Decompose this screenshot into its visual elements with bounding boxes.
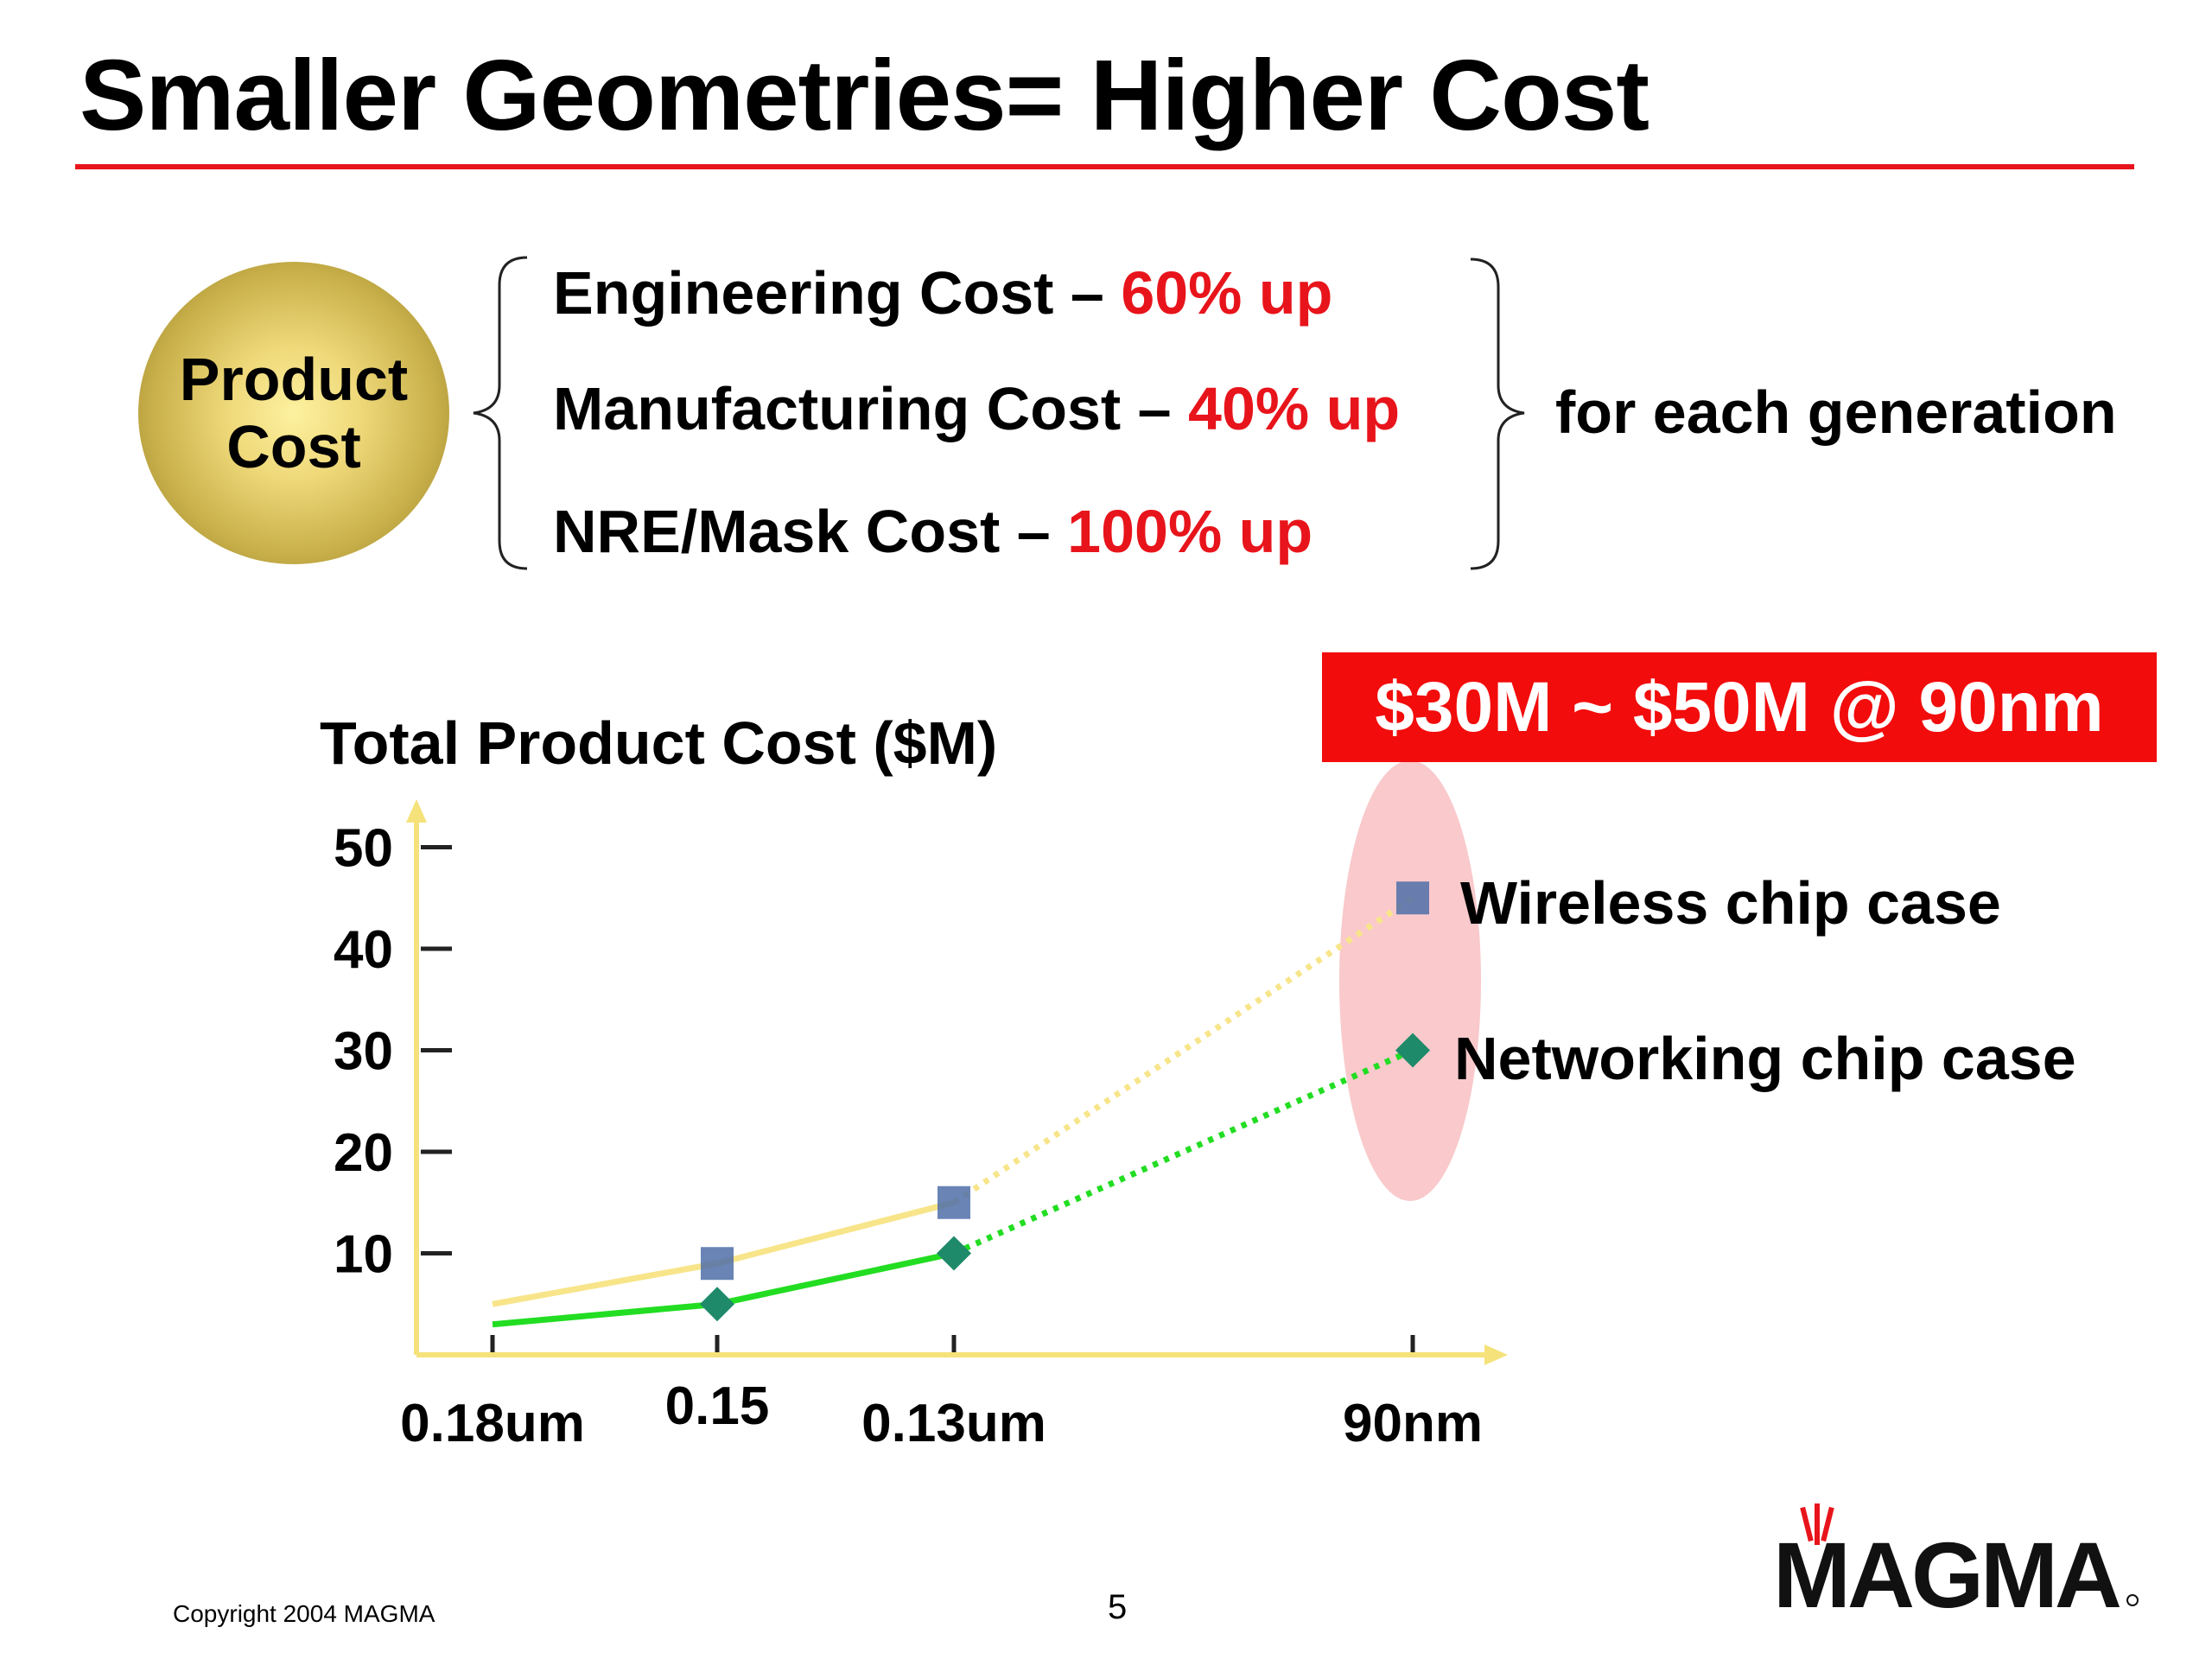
right-brace <box>1470 257 1525 570</box>
y-tick-label: 50 <box>334 819 393 879</box>
wireless-square-marker <box>1396 881 1429 915</box>
highlight-ellipse <box>1339 760 1481 1201</box>
svg-text:MAGMA: MAGMA <box>1773 1522 2120 1616</box>
title-underline <box>75 164 2134 169</box>
callout-box: $30M ~ $50M @ 90nm <box>1322 652 2157 762</box>
cost-item-label: Manufacturing Cost – <box>553 375 1189 442</box>
slide-title: Smaller Geometries= Higher Cost <box>79 39 1649 151</box>
for-each-generation-label: for each generation <box>1555 378 2117 446</box>
cost-item-label: NRE/Mask Cost – <box>553 498 1068 565</box>
y-tick-label: 40 <box>334 920 393 980</box>
product-cost-circle: Product Cost <box>138 262 449 564</box>
networking-diamond-marker <box>1395 1033 1430 1068</box>
left-brace <box>473 256 528 570</box>
y-axis-arrow <box>406 799 427 823</box>
magma-logo: MAGMA <box>1763 1503 2143 1627</box>
logo-flame-icon <box>1800 1503 1834 1545</box>
cost-item-increase: 40% up <box>1188 375 1401 442</box>
y-tick-label: 20 <box>334 1123 393 1183</box>
x-tick-label: 90nm <box>1343 1394 1483 1453</box>
chart-title: Total Product Cost ($M) <box>320 709 998 777</box>
wireless-square-marker <box>701 1247 734 1281</box>
y-tick-label: 10 <box>334 1225 393 1285</box>
cost-item-engineering: Engineering Cost – 60% up <box>553 263 1332 323</box>
cost-item-increase: 100% up <box>1067 498 1313 565</box>
networking-diamond-marker <box>700 1287 734 1322</box>
cost-item-nre-mask: NRE/Mask Cost – 100% up <box>553 501 1313 562</box>
page-number: 5 <box>1108 1588 1128 1626</box>
copyright-text: Copyright 2004 MAGMA <box>173 1600 435 1627</box>
cost-item-manufacturing: Manufacturing Cost – 40% up <box>553 378 1400 439</box>
series-line-dotted <box>952 1047 1414 1256</box>
product-cost-line2: Cost <box>226 413 361 480</box>
x-tick-label: 0.18um <box>400 1394 585 1453</box>
product-cost-line1: Product <box>179 345 409 413</box>
legend-label-wireless: Wireless chip case <box>1460 869 2001 937</box>
y-tick-label: 30 <box>334 1022 393 1082</box>
x-axis-arrow <box>1484 1344 1508 1365</box>
legend-label-networking: Networking chip case <box>1454 1025 2076 1092</box>
networking-diamond-marker <box>937 1236 971 1271</box>
x-tick-label: 0.13um <box>861 1394 1046 1453</box>
cost-item-label: Engineering Cost – <box>553 259 1122 327</box>
x-tick-label: 0.15 <box>665 1376 770 1436</box>
cost-item-increase: 60% up <box>1121 259 1333 327</box>
magma-logo-graphic: MAGMA <box>1773 1503 2139 1627</box>
callout-text: $30M ~ $50M @ 90nm <box>1375 667 2104 747</box>
wireless-square-marker <box>938 1185 970 1219</box>
